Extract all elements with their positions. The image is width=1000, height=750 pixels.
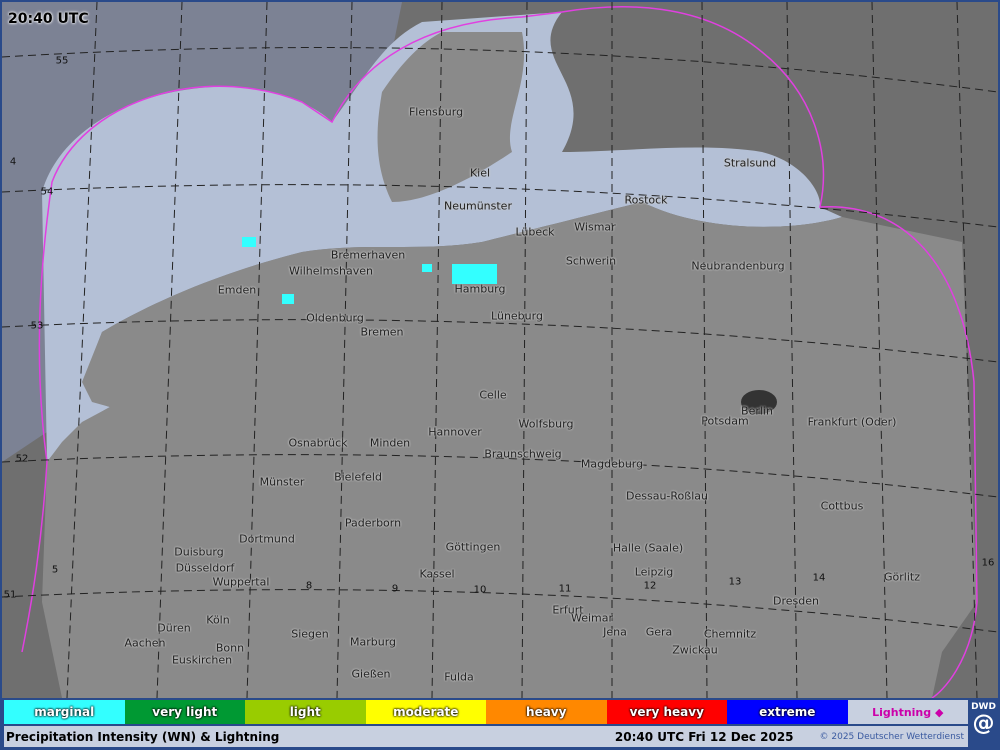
land-jutland	[377, 32, 525, 202]
legend-item: very heavy	[606, 700, 727, 724]
grid-coordinate-label: 53	[30, 320, 44, 332]
grid-coordinate-label: 51	[3, 589, 17, 601]
city-label: Bremen	[360, 325, 404, 339]
city-label: Wilhelmshaven	[289, 264, 373, 278]
city-label: Köln	[206, 613, 230, 627]
grid-coordinate-label: 11	[558, 583, 572, 595]
city-label: Chemnitz	[703, 627, 757, 641]
city-label: Aachen	[124, 636, 166, 650]
city-label: Kiel	[469, 166, 491, 180]
city-label: Cottbus	[820, 499, 864, 513]
city-label: Marburg	[349, 635, 397, 649]
grid-coordinate-label: 14	[812, 572, 826, 584]
city-label: Leipzig	[634, 565, 674, 579]
legend-item: Lightning ◆	[847, 700, 968, 724]
grid-coordinate-label: 8	[305, 580, 313, 592]
grid-coordinate-label: 9	[391, 583, 399, 595]
city-label: Münster	[259, 475, 305, 489]
land-inside	[42, 202, 977, 698]
city-label: Braunschweig	[484, 447, 562, 461]
legend-item: extreme	[727, 700, 848, 724]
grid-coordinate-label: 5	[51, 564, 59, 576]
city-label: Lübeck	[515, 225, 555, 239]
legend-item: heavy	[486, 700, 607, 724]
city-label: Rostock	[624, 193, 668, 207]
city-label: Schwerin	[565, 254, 617, 268]
radar-map[interactable]: 20:40 UTC Flensburg Kiel Neumünster Lübeck W…	[2, 2, 998, 698]
city-label: Paderborn	[344, 516, 402, 530]
city-label: Neumünster	[444, 199, 512, 213]
city-label: Jena	[603, 625, 627, 639]
city-label: Düren	[157, 621, 191, 635]
city-label: Dortmund	[239, 532, 295, 546]
city-label: Berlin	[741, 404, 773, 418]
grid-coordinate-label: 16	[981, 557, 995, 569]
legend-item: light	[245, 700, 366, 724]
city-label: Hannover	[428, 425, 482, 439]
city-label: Düsseldorf	[175, 561, 235, 575]
grid-coordinate-label: 52	[15, 453, 29, 465]
legend-item: marginal	[4, 700, 125, 724]
city-label: Zwickau	[672, 643, 718, 657]
city-label: Stralsund	[723, 156, 777, 170]
berlin-urban	[741, 390, 777, 414]
grid-coordinate-label: 10	[473, 584, 487, 596]
city-label: Celle	[479, 388, 507, 402]
city-label: Bielefeld	[334, 470, 382, 484]
city-label: Duisburg	[174, 545, 224, 559]
city-label: Lüneburg	[491, 309, 543, 323]
legend-item: moderate	[365, 700, 486, 724]
city-label: Dessau-Roßlau	[626, 489, 708, 503]
city-label: Erfurt	[552, 603, 584, 617]
city-label: Euskirchen	[171, 653, 233, 667]
product-title: Precipitation Intensity (WN) & Lightning	[6, 729, 280, 744]
radar-boundary	[21, 6, 978, 698]
city-label: Görlitz	[884, 570, 920, 584]
city-label: Hamburg	[454, 282, 506, 296]
legend-item: very light	[124, 700, 245, 724]
copyright: © 2025 Deutscher Wetterdienst	[819, 731, 964, 742]
city-label: Magdeburg	[580, 457, 644, 471]
grid-coordinate-label: 13	[728, 576, 742, 588]
city-label: Bonn	[215, 641, 245, 655]
city-label: Bremerhaven	[330, 248, 406, 262]
city-label: Wuppertal	[212, 575, 270, 589]
city-label: Siegen	[291, 627, 329, 641]
grid-coordinate-label: 54	[40, 186, 54, 198]
city-label: Göttingen	[445, 540, 501, 554]
map-graphics	[2, 2, 998, 698]
spiral-icon: @	[972, 711, 995, 736]
city-label: Gera	[645, 625, 673, 639]
city-label: Oldenburg	[306, 311, 364, 325]
grid-coordinate-label: 55	[55, 55, 69, 67]
city-label: Wismar	[574, 220, 616, 234]
city-label: Potsdam	[701, 414, 749, 428]
city-label: Frankfurt (Oder)	[807, 415, 897, 429]
grid-coordinate-label: 12	[643, 580, 657, 592]
map-time-label: 20:40 UTC	[8, 11, 89, 27]
city-label: Neubrandenburg	[691, 259, 785, 273]
intensity-legend: marginal very light light moderate heavy very…	[4, 700, 968, 724]
sea-north	[42, 12, 842, 462]
city-label: Weimar	[570, 611, 614, 625]
city-label: Fulda	[444, 670, 474, 684]
city-label: Gießen	[351, 667, 391, 681]
footer-bar: Precipitation Intensity (WN) & Lightning…	[4, 726, 968, 747]
datetime-label: 20:40 UTC Fri 12 Dec 2025	[614, 729, 794, 744]
city-label: Dresden	[773, 594, 819, 608]
logo-text: DWD	[971, 702, 996, 712]
city-label: Kassel	[419, 567, 455, 581]
precipitation-echoes	[242, 237, 497, 304]
grid-coordinate-label: 4	[9, 156, 17, 168]
city-label: Flensburg	[408, 105, 464, 119]
city-label: Minden	[369, 436, 411, 450]
city-label: Halle (Saale)	[612, 541, 684, 555]
city-label: Wolfsburg	[518, 417, 574, 431]
grid-lines	[2, 2, 998, 698]
dwd-logo: DWD @	[969, 700, 998, 747]
city-label: Emden	[217, 283, 257, 297]
city-label: Osnabrück	[288, 436, 348, 450]
